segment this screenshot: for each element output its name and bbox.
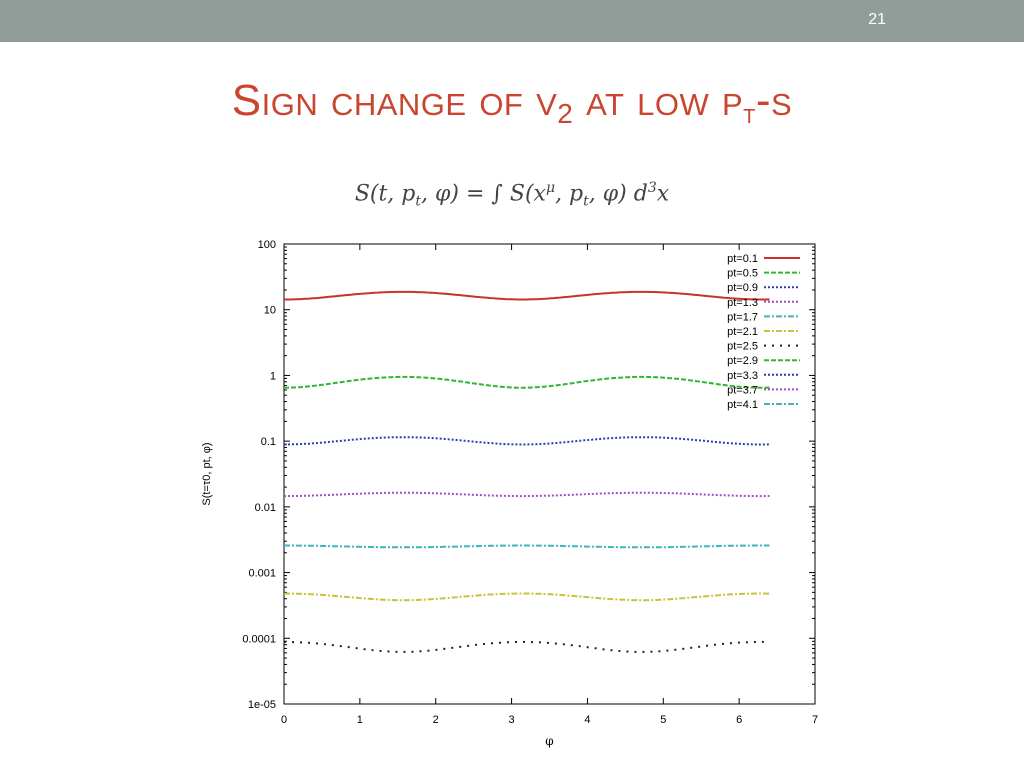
formula-x: x [656, 181, 670, 207]
y-axis-label: S(t=τ0, pt, φ) [201, 442, 213, 505]
y-tick-label: 1 [270, 370, 276, 382]
legend-label-4: pt=1.7 [727, 311, 758, 323]
y-tick-label: 100 [258, 239, 276, 251]
series-line-1 [284, 375, 770, 389]
legend-label-9: pt=3.7 [727, 384, 758, 396]
x-tick-label: 4 [584, 714, 590, 726]
title-part-main: Sign change of v [231, 76, 558, 125]
legend-label-6: pt=2.5 [727, 341, 758, 353]
formula-d-sup: 3 [647, 180, 657, 196]
formula-rhs-sub: t [583, 193, 589, 210]
title-part-end: -s [755, 76, 793, 125]
slide-header-bar: 21 [0, 0, 1024, 42]
series-line-4 [284, 544, 770, 549]
formula: S(t, pt, φ) = ∫ S(xμ, pt, φ) d3x [0, 180, 1024, 210]
y-tick-label: 0.001 [248, 568, 276, 580]
formula-lhs: S(t, p [354, 181, 416, 207]
y-tick-label: 10 [264, 305, 276, 317]
slide-title: Sign change of v2 at low pt-s [0, 76, 1024, 130]
page-number: 21 [868, 11, 886, 28]
x-tick-label: 1 [357, 714, 363, 726]
x-tick-label: 2 [433, 714, 439, 726]
series-line-2 [284, 436, 770, 446]
series-line-5 [284, 592, 770, 602]
series-line-3 [284, 491, 770, 498]
legend-label-3: pt=1.3 [727, 297, 758, 309]
series-line-0 [284, 290, 770, 301]
x-tick-label: 6 [736, 714, 742, 726]
formula-lhs-sub: t [415, 193, 422, 210]
legend-label-7: pt=2.9 [727, 355, 758, 367]
x-tick-label: 7 [812, 714, 818, 726]
x-axis-label: φ [545, 734, 553, 748]
plot-frame [283, 243, 816, 705]
title-p-subscript: t [743, 98, 756, 129]
x-tick-label: 5 [660, 714, 666, 726]
title-part-middle: at low p [573, 76, 744, 125]
legend-label-10: pt=4.1 [727, 399, 758, 411]
series-line-6 [284, 640, 770, 653]
x-tick-label: 3 [509, 714, 515, 726]
y-tick-label: 1e-05 [248, 699, 276, 711]
formula-rhs: , p [555, 181, 584, 207]
formula-mu-sup: μ [545, 180, 556, 196]
formula-rhs-end: , φ) d [588, 181, 648, 207]
legend-label-2: pt=0.9 [727, 282, 758, 294]
legend-label-8: pt=3.3 [727, 370, 758, 382]
legend-label-0: pt=0.1 [727, 253, 758, 265]
y-tick-label: 0.0001 [242, 633, 276, 645]
legend-label-5: pt=2.1 [727, 326, 758, 338]
legend-label-1: pt=0.5 [727, 268, 758, 280]
x-tick-label: 0 [281, 714, 287, 726]
title-v-subscript: 2 [557, 98, 574, 129]
formula-lhs-end: , φ) = ∫ S(x [421, 181, 546, 207]
y-tick-label: 0.1 [261, 436, 276, 448]
y-tick-label: 0.01 [255, 502, 276, 514]
